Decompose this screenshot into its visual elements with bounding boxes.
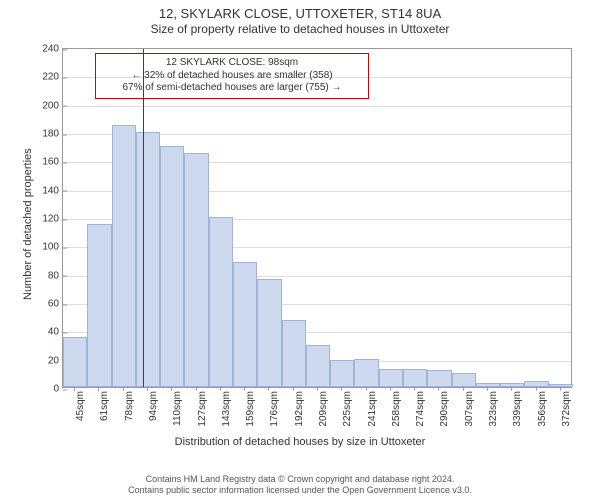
annotation-line: ← 32% of detached houses are smaller (35… <box>102 70 362 83</box>
x-tick-label: 78sqm <box>124 391 135 421</box>
x-tick-label: 225sqm <box>342 391 353 427</box>
bar <box>87 224 111 387</box>
figure: 12, SKYLARK CLOSE, UTTOXETER, ST14 8UA S… <box>0 0 600 500</box>
x-tick-label: 323sqm <box>488 391 499 427</box>
reference-line <box>143 49 144 387</box>
x-tick-label: 307sqm <box>464 391 475 427</box>
y-axis-label: Number of detached properties <box>22 148 34 300</box>
x-tick-label: 159sqm <box>245 391 256 427</box>
bar <box>184 153 208 387</box>
bar <box>282 320 306 387</box>
footer-line: Contains public sector information licen… <box>0 485 600 496</box>
y-tick-label: 40 <box>48 327 63 338</box>
bar <box>136 132 160 387</box>
x-tick-label: 94sqm <box>148 391 159 421</box>
y-tick-label: 100 <box>42 242 63 253</box>
bar <box>500 383 524 387</box>
grid-line <box>63 106 571 107</box>
x-tick-label: 45sqm <box>75 391 86 421</box>
plot-area: 02040608010012014016018020022024045sqm61… <box>62 48 572 388</box>
bar <box>233 262 257 387</box>
y-tick-label: 60 <box>48 299 63 310</box>
y-tick-label: 140 <box>42 185 63 196</box>
bar <box>403 369 427 387</box>
y-tick-label: 160 <box>42 157 63 168</box>
x-tick-label: 258sqm <box>391 391 402 427</box>
x-tick-label: 176sqm <box>269 391 280 427</box>
bar <box>112 125 136 387</box>
footer-line: Contains HM Land Registry data © Crown c… <box>0 474 600 485</box>
bar <box>63 337 87 387</box>
y-tick-label: 80 <box>48 270 63 281</box>
bar <box>257 279 281 387</box>
x-tick-label: 127sqm <box>197 391 208 427</box>
bar <box>330 360 354 387</box>
bar <box>427 370 451 387</box>
x-axis-label: Distribution of detached houses by size … <box>0 436 600 448</box>
x-tick-label: 241sqm <box>367 391 378 427</box>
bar <box>379 369 403 387</box>
y-tick-label: 200 <box>42 100 63 111</box>
bar <box>452 373 476 387</box>
footer: Contains HM Land Registry data © Crown c… <box>0 474 600 497</box>
x-tick-label: 274sqm <box>415 391 426 427</box>
x-tick-label: 143sqm <box>221 391 232 427</box>
y-tick-label: 240 <box>42 44 63 55</box>
x-tick-label: 372sqm <box>561 391 572 427</box>
y-tick-label: 20 <box>48 355 63 366</box>
x-tick-label: 356sqm <box>537 391 548 427</box>
bar <box>306 345 330 388</box>
x-tick-label: 290sqm <box>439 391 450 427</box>
annotation-line: 12 SKYLARK CLOSE: 98sqm <box>102 57 362 70</box>
annotation-line: 67% of semi-detached houses are larger (… <box>102 82 362 95</box>
bar <box>160 146 184 387</box>
x-tick-label: 339sqm <box>512 391 523 427</box>
x-tick-label: 192sqm <box>294 391 305 427</box>
chart-subtitle: Size of property relative to detached ho… <box>0 22 600 36</box>
y-tick-label: 120 <box>42 214 63 225</box>
x-tick-label: 110sqm <box>172 391 183 426</box>
chart-title: 12, SKYLARK CLOSE, UTTOXETER, ST14 8UA <box>0 0 600 21</box>
bar <box>354 359 378 387</box>
x-tick-label: 61sqm <box>99 391 110 421</box>
y-tick-label: 180 <box>42 129 63 140</box>
annotation-box: 12 SKYLARK CLOSE: 98sqm ← 32% of detache… <box>95 53 369 99</box>
bar <box>209 217 233 387</box>
x-tick-label: 209sqm <box>318 391 329 427</box>
y-tick-label: 220 <box>42 72 63 83</box>
y-tick-label: 0 <box>53 384 63 395</box>
